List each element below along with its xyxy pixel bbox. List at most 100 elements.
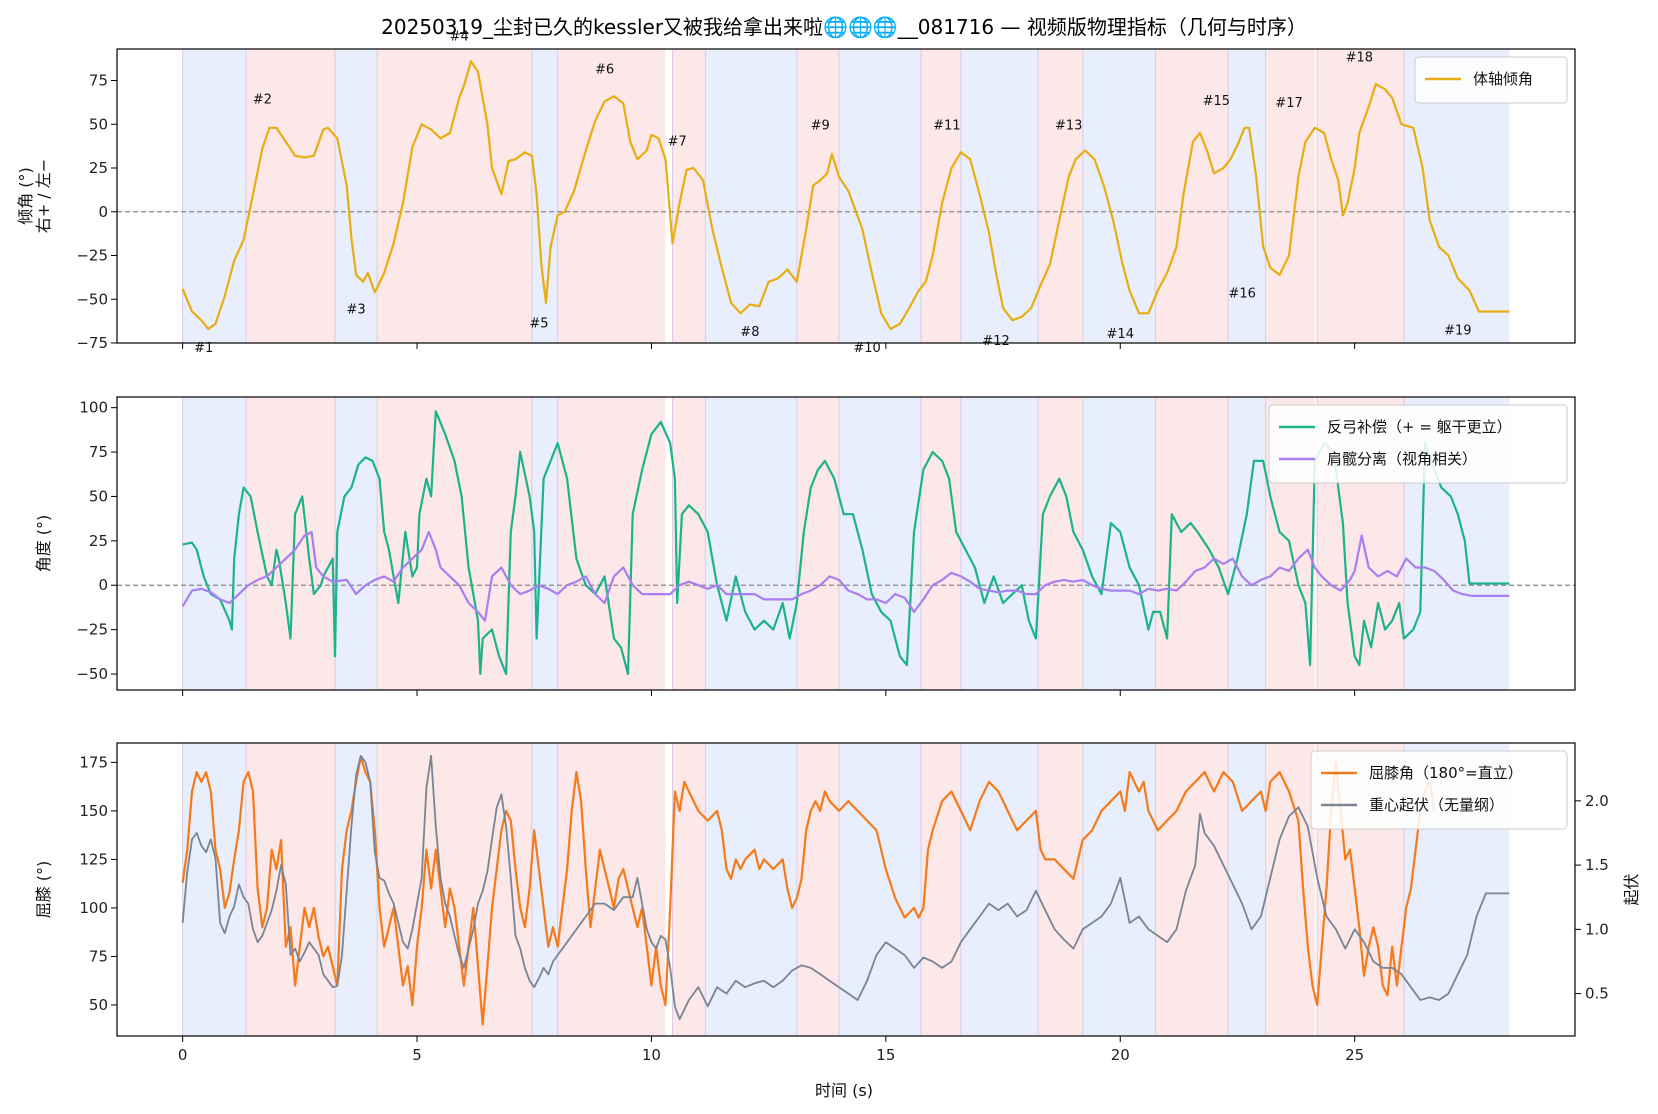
- series-line-1: [182, 410, 1510, 676]
- phase-band: [1155, 49, 1229, 343]
- y-tick-label: 50: [89, 996, 108, 1014]
- phase-band: [705, 743, 797, 1036]
- series-line-1: [181, 60, 1510, 331]
- panel-3: 0 5 10 15 20 25 50 75 100 125 150 175 0.5 1.0 1.5 2.0 起伏…: [34, 742, 1641, 1064]
- y-right-tick-label: 0.5: [1585, 985, 1609, 1003]
- y-axis-label: 倾角 (°): [16, 167, 35, 225]
- legend-box: [1310, 750, 1568, 830]
- phase-band: [531, 397, 558, 690]
- phase-band: [557, 49, 666, 343]
- y-axis-label: 角度 (°): [34, 515, 53, 573]
- legend-label: 体轴倾角: [1473, 70, 1533, 88]
- phase-band: [672, 397, 706, 690]
- y-tick-label: 75: [89, 72, 108, 90]
- plot-frame: [116, 742, 1576, 1037]
- annotation-label: #8: [740, 325, 759, 340]
- annotation-label: #19: [1444, 323, 1471, 338]
- y-right-axis-label: 起伏: [1622, 873, 1641, 905]
- plot-frame: [116, 396, 1576, 691]
- y-tick-label: −50: [76, 665, 108, 683]
- y-tick-label: −75: [76, 334, 108, 352]
- panel-2: −50 −25 0 25 50 75 100 角度 (°) 反弓补偿（+ = 躯干更立） 肩髋分离…: [34, 396, 1576, 696]
- phase-band: [334, 49, 378, 343]
- y-tick-label: 75: [89, 947, 108, 965]
- phase-band: [796, 397, 839, 690]
- annotation-label: #6: [595, 63, 614, 78]
- annotation-label: #4: [450, 29, 469, 44]
- series-line-2: [181, 530, 1510, 622]
- y-tick-label: 75: [89, 443, 108, 461]
- x-tick-label: 10: [642, 1046, 661, 1064]
- phase-band: [377, 743, 532, 1036]
- phase-band: [796, 743, 839, 1036]
- x-tick-label: 15: [876, 1046, 895, 1064]
- phase-band: [245, 743, 335, 1036]
- annotation-label: #13: [1055, 119, 1082, 134]
- phase-band: [672, 49, 706, 343]
- y-axis-label: 右+ / 左−: [34, 159, 53, 233]
- phase-band: [838, 743, 922, 1036]
- x-tick-label: 20: [1111, 1046, 1130, 1064]
- x-tick-label: 25: [1345, 1046, 1364, 1064]
- phase-band: [1038, 49, 1083, 343]
- phase-band: [921, 743, 961, 1036]
- x-axis-label: 时间 (s): [815, 1081, 873, 1100]
- y-right-tick-label: 1.0: [1585, 920, 1609, 938]
- y-tick-label: 25: [89, 532, 108, 550]
- annotation-label: #14: [1107, 327, 1134, 342]
- phase-band: [182, 743, 246, 1036]
- annotation-label: #10: [853, 341, 880, 356]
- phase-band: [921, 397, 961, 690]
- y-axis-label: 屈膝 (°): [34, 861, 53, 919]
- phase-band: [921, 49, 961, 343]
- y-tick-label: 175: [79, 753, 108, 771]
- y-tick-label: 150: [79, 802, 108, 820]
- y-right-tick-label: 1.5: [1585, 856, 1609, 874]
- annotation-label: #12: [982, 334, 1009, 349]
- y-tick-label: −25: [76, 621, 108, 639]
- y-tick-label: 0: [98, 203, 108, 221]
- series-group: [181, 755, 1510, 1026]
- phase-band: [334, 397, 378, 690]
- series-line-2: [181, 755, 1510, 1021]
- panel-1: #1 #2 #3 #4 #5 #6 #7 #8 #9 #10 #11 #12 #13 #14 #15 #16 #…: [16, 29, 1576, 356]
- chart-title: 20250319_尘封已久的kessler又被我给拿出来啦🌐🌐🌐__081716…: [381, 15, 1307, 39]
- legend-label: 重心起伏（无量纲）: [1369, 796, 1504, 814]
- phase-band: [1228, 49, 1266, 343]
- y-tick-label: 50: [89, 115, 108, 133]
- legend-box: [1414, 56, 1568, 104]
- annotation-label: #3: [347, 302, 366, 317]
- series-group: [181, 410, 1510, 676]
- phase-band: [1317, 49, 1404, 343]
- phase-band: [705, 397, 797, 690]
- annotation-label: #5: [529, 316, 548, 331]
- phase-band: [1038, 743, 1083, 1036]
- phase-band: [838, 49, 922, 343]
- annotation-label: #9: [811, 119, 830, 134]
- phase-band: [960, 49, 1039, 343]
- y-tick-label: −25: [76, 247, 108, 265]
- y-tick-label: 0: [98, 576, 108, 594]
- annotation-label: #15: [1203, 94, 1230, 109]
- phase-band: [1265, 743, 1315, 1036]
- y-right-tick-label: 2.0: [1585, 792, 1609, 810]
- phase-band: [182, 49, 246, 343]
- phase-band: [796, 49, 839, 343]
- phase-band: [1082, 49, 1156, 343]
- annotation-label: #17: [1275, 96, 1302, 111]
- series-group: [181, 60, 1510, 331]
- x-tick-label: 0: [178, 1046, 188, 1064]
- annotation-label: #1: [194, 341, 213, 356]
- annotation-label: #18: [1346, 50, 1373, 65]
- y-tick-label: 100: [79, 399, 108, 417]
- phase-band: [531, 743, 558, 1036]
- phase-band: [960, 397, 1039, 690]
- x-tick-label: 5: [412, 1046, 422, 1064]
- y-tick-label: 100: [79, 899, 108, 917]
- legend-label: 反弓补偿（+ = 躯干更立）: [1327, 418, 1512, 436]
- phase-band: [1228, 397, 1266, 690]
- phase-band: [1155, 743, 1229, 1036]
- phase-band: [377, 49, 532, 343]
- annotation-label: #7: [668, 134, 687, 149]
- legend-box: [1268, 404, 1568, 484]
